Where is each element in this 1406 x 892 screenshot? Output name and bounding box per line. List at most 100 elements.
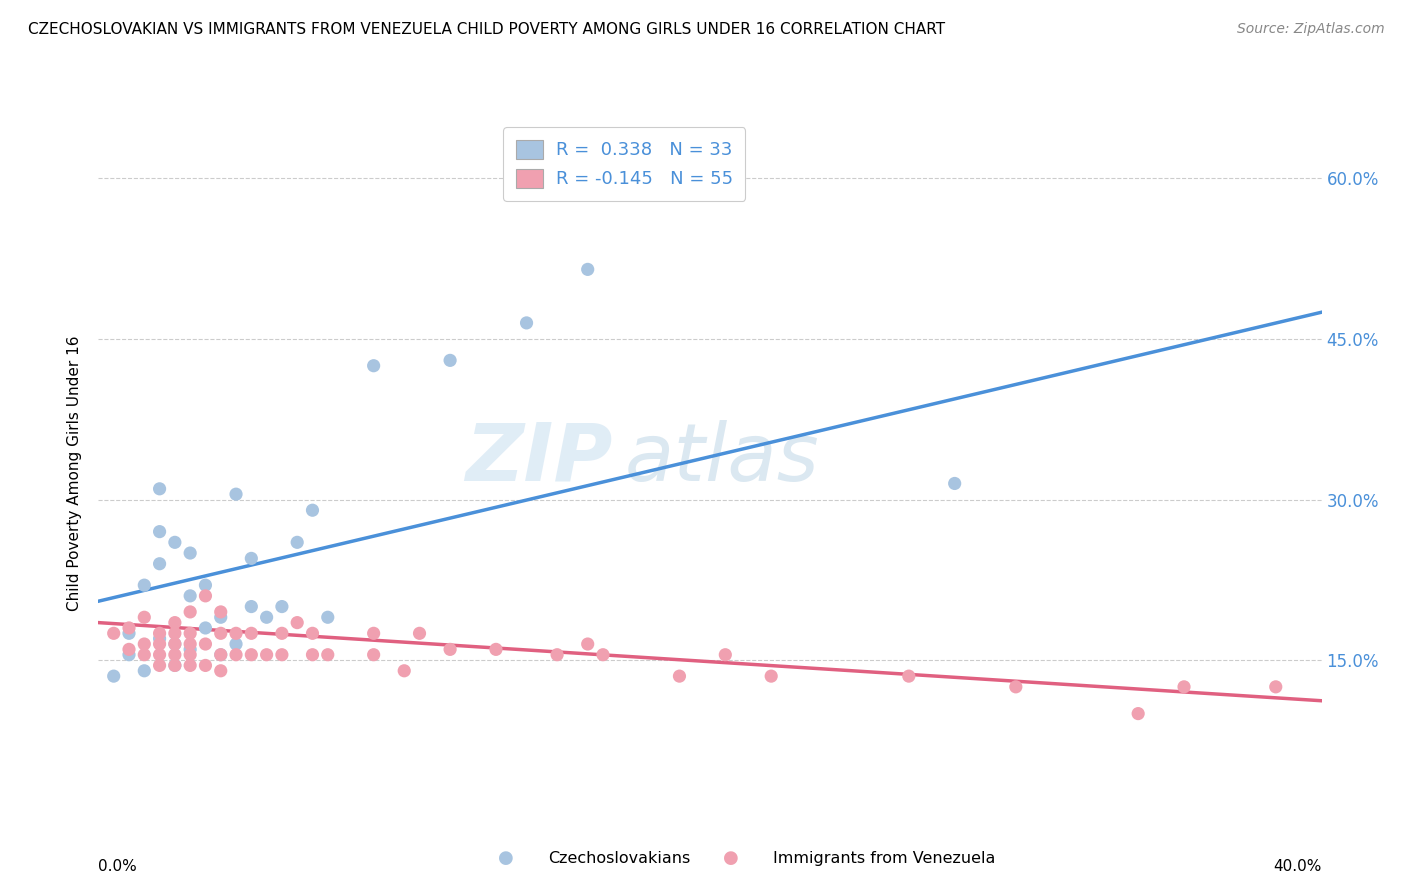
Point <box>209 626 232 640</box>
Point <box>179 642 201 657</box>
Point <box>194 621 217 635</box>
Point <box>163 658 186 673</box>
Text: ●: ● <box>723 849 740 867</box>
Point <box>194 578 217 592</box>
Point <box>1004 680 1026 694</box>
Point <box>485 642 508 657</box>
Point <box>134 610 156 624</box>
Point <box>149 632 172 646</box>
Point <box>163 637 186 651</box>
Point <box>225 648 247 662</box>
Point <box>392 664 416 678</box>
Point <box>163 648 186 662</box>
Text: CZECHOSLOVAKIAN VS IMMIGRANTS FROM VENEZUELA CHILD POVERTY AMONG GIRLS UNDER 16 : CZECHOSLOVAKIAN VS IMMIGRANTS FROM VENEZ… <box>28 22 945 37</box>
Point <box>163 615 186 630</box>
Point <box>149 626 172 640</box>
Point <box>408 626 430 640</box>
Point <box>668 669 690 683</box>
Point <box>118 642 141 657</box>
Point <box>301 648 323 662</box>
Point <box>149 658 172 673</box>
Point <box>301 626 323 640</box>
Point <box>225 637 247 651</box>
Point <box>759 669 782 683</box>
Point <box>363 359 385 373</box>
Point <box>270 648 292 662</box>
Point <box>118 621 141 635</box>
Point <box>1173 680 1195 694</box>
Point <box>179 546 201 560</box>
Point <box>316 610 339 624</box>
Point <box>240 599 263 614</box>
Point <box>209 610 232 624</box>
Point <box>149 648 172 662</box>
Point <box>163 535 186 549</box>
Point <box>301 503 323 517</box>
Point <box>546 648 568 662</box>
Point <box>714 648 737 662</box>
Point <box>149 524 172 539</box>
Point <box>439 353 461 368</box>
Point <box>1128 706 1150 721</box>
Point <box>285 615 308 630</box>
Legend: R =  0.338   N = 33, R = -0.145   N = 55: R = 0.338 N = 33, R = -0.145 N = 55 <box>503 127 745 201</box>
Point <box>363 626 385 640</box>
Point <box>270 626 292 640</box>
Point <box>179 637 201 651</box>
Point <box>285 535 308 549</box>
Point <box>163 626 186 640</box>
Point <box>149 557 172 571</box>
Text: 0.0%: 0.0% <box>98 859 138 874</box>
Point <box>516 316 538 330</box>
Point <box>179 626 201 640</box>
Point <box>118 626 141 640</box>
Text: Immigrants from Venezuela: Immigrants from Venezuela <box>773 851 995 865</box>
Point <box>439 642 461 657</box>
Point <box>240 648 263 662</box>
Point <box>194 637 217 651</box>
Point <box>163 658 186 673</box>
Point <box>943 476 966 491</box>
Point <box>179 589 201 603</box>
Point <box>163 637 186 651</box>
Point <box>149 637 172 651</box>
Text: ●: ● <box>498 849 515 867</box>
Point <box>134 578 156 592</box>
Text: Czechoslovakians: Czechoslovakians <box>548 851 690 865</box>
Point <box>592 648 614 662</box>
Point <box>118 648 141 662</box>
Text: 40.0%: 40.0% <box>1274 859 1322 874</box>
Point <box>194 658 217 673</box>
Point <box>103 669 125 683</box>
Point <box>1264 680 1286 694</box>
Point <box>576 262 599 277</box>
Point <box>209 605 232 619</box>
Point <box>576 637 599 651</box>
Point <box>225 487 247 501</box>
Point <box>225 626 247 640</box>
Point <box>103 626 125 640</box>
Point <box>256 648 278 662</box>
Point <box>209 664 232 678</box>
Text: ZIP: ZIP <box>465 420 612 498</box>
Text: atlas: atlas <box>624 420 820 498</box>
Point <box>179 658 201 673</box>
Y-axis label: Child Poverty Among Girls Under 16: Child Poverty Among Girls Under 16 <box>67 335 83 610</box>
Point <box>134 648 156 662</box>
Point <box>134 664 156 678</box>
Text: Source: ZipAtlas.com: Source: ZipAtlas.com <box>1237 22 1385 37</box>
Point <box>179 605 201 619</box>
Point <box>256 610 278 624</box>
Point <box>240 551 263 566</box>
Point <box>149 482 172 496</box>
Point <box>897 669 920 683</box>
Point <box>134 637 156 651</box>
Point <box>179 648 201 662</box>
Point <box>363 648 385 662</box>
Point <box>240 626 263 640</box>
Point <box>209 648 232 662</box>
Point <box>316 648 339 662</box>
Point <box>194 589 217 603</box>
Point <box>209 648 232 662</box>
Point <box>270 599 292 614</box>
